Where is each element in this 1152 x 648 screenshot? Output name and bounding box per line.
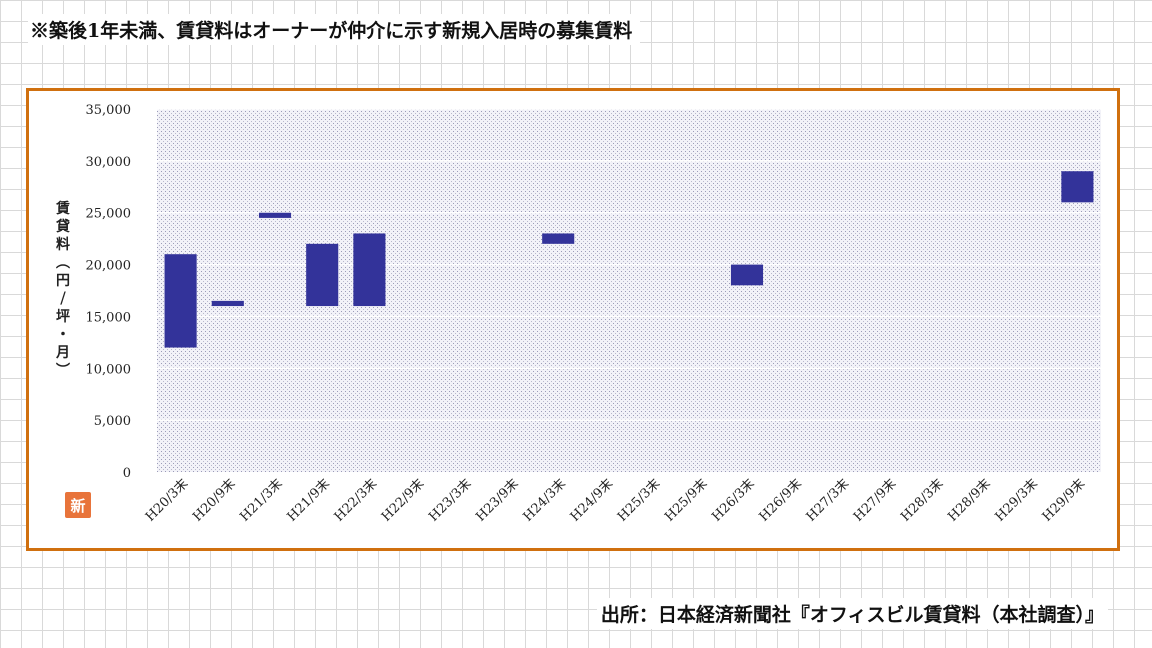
x-tick-label: H24/3末: [521, 476, 569, 524]
x-tick-label: H28/9末: [945, 476, 993, 524]
range-bar: [1061, 171, 1094, 203]
x-tick-label: H24/9末: [568, 476, 616, 524]
x-tick-label: H21/9末: [285, 476, 333, 524]
x-axis-ticks: H20/3末H20/9末H21/3末H21/9末H22/3末H22/9末H23/…: [143, 476, 1088, 524]
range-bar: [306, 243, 339, 307]
x-tick-label: H25/9末: [662, 476, 710, 524]
y-axis-label-char: 坪: [56, 309, 70, 325]
x-tick-label: H22/3末: [332, 476, 380, 524]
y-tick-label: 5,000: [94, 414, 131, 429]
x-tick-label: H29/3末: [993, 476, 1041, 524]
y-axis-label-char: 料: [56, 236, 70, 253]
y-axis-label-char: 貸: [55, 218, 70, 235]
y-tick-label: 0: [123, 466, 131, 481]
x-tick-label: H21/3末: [237, 476, 285, 524]
range-bar: [353, 233, 386, 307]
x-tick-label: H22/9末: [379, 476, 427, 524]
new-badge-icon: [65, 492, 91, 518]
chart-note: ※築後1年未満、賃貸料はオーナーが仲介に示す新規入居時の募集賃料: [28, 14, 641, 45]
source-citation: 出所：日本経済新聞社『オフィスビル賃貸料（本社調査）』: [596, 598, 1108, 629]
y-tick-label: 25,000: [86, 207, 132, 222]
data-bars: [164, 171, 1094, 348]
x-tick-label: H26/9末: [757, 476, 805, 524]
y-axis-label-char: 円: [56, 273, 70, 289]
range-bar: [164, 254, 197, 348]
range-bar: [211, 300, 244, 307]
new-badge: 新: [65, 492, 91, 518]
y-axis-label-char: ︵: [55, 255, 70, 271]
x-tick-label: H23/9末: [473, 476, 521, 524]
y-axis-label-char: ⧸: [60, 291, 67, 307]
y-axis-ticks: 0 5,000 10,000 15,000 20,000 25,000 30,000 35,0…: [86, 103, 132, 481]
x-tick-label: H25/3末: [615, 476, 663, 524]
plot-area: [157, 109, 1101, 472]
x-tick-label: H20/3末: [143, 476, 191, 524]
x-tick-label: H26/3末: [709, 476, 757, 524]
x-tick-label: H27/3末: [804, 476, 852, 524]
y-tick-label: 30,000: [86, 155, 132, 170]
y-axis-label-char: ・: [56, 327, 70, 343]
y-tick-label: 35,000: [86, 103, 132, 118]
range-bar: [258, 212, 292, 218]
y-axis-label-char: 賃: [55, 200, 70, 217]
y-tick-label: 10,000: [86, 362, 132, 377]
x-tick-label: H29/9末: [1040, 476, 1088, 524]
y-tick-label: 20,000: [86, 259, 132, 274]
y-tick-label: 15,000: [86, 310, 132, 325]
x-tick-label: H28/3末: [898, 476, 946, 524]
x-tick-label: H23/3末: [426, 476, 474, 524]
x-tick-label: H20/9末: [190, 476, 238, 524]
x-tick-label: H27/9末: [851, 476, 899, 524]
range-bar: [542, 233, 575, 244]
chart-frame: 0 5,000 10,000 15,000 20,000 25,000 30,000 35,0…: [26, 88, 1120, 551]
y-axis-label-char: 月: [55, 345, 70, 361]
y-axis-label: 賃貸料 ︵ 円 ⧸ 坪・月︶: [55, 200, 70, 379]
range-bar: [730, 264, 764, 286]
new-badge-label: 新: [70, 497, 85, 515]
y-axis-label-char: ︶: [55, 362, 70, 379]
rent-range-chart: 0 5,000 10,000 15,000 20,000 25,000 30,000 35,0…: [55, 103, 1101, 525]
